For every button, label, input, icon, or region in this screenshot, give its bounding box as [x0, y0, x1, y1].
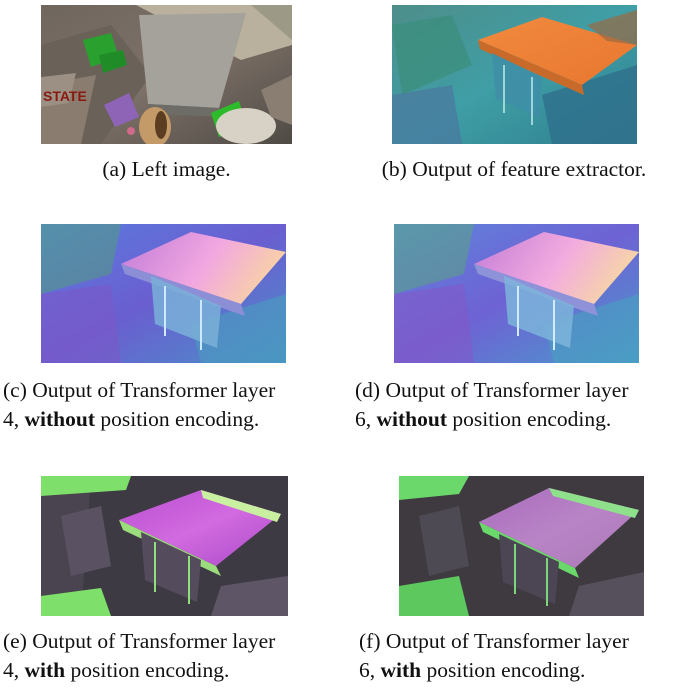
- transformer-layer4-with-pe: [41, 476, 288, 616]
- transformer-layer6-with-pe: [399, 476, 644, 616]
- transformer-layer6-no-pe: [394, 224, 639, 363]
- caption-d: (d) Output of Transformer layer 6, witho…: [355, 378, 629, 431]
- transformer-layer4-no-pe: [41, 224, 286, 363]
- feature-extractor-output: [392, 5, 637, 144]
- caption-e: (e) Output of Transformer layer 4, with …: [3, 629, 276, 682]
- svg-text:STATE: STATE: [43, 88, 87, 104]
- caption-c: (c) Output of Transformer layer 4, witho…: [3, 378, 276, 431]
- caption-a: (a) Left image.: [102, 157, 231, 181]
- caption-f: (f) Output of Transformer layer 6, with …: [359, 629, 629, 682]
- caption-b: (b) Output of feature extractor.: [381, 157, 647, 181]
- left-image: STATE: [41, 5, 292, 144]
